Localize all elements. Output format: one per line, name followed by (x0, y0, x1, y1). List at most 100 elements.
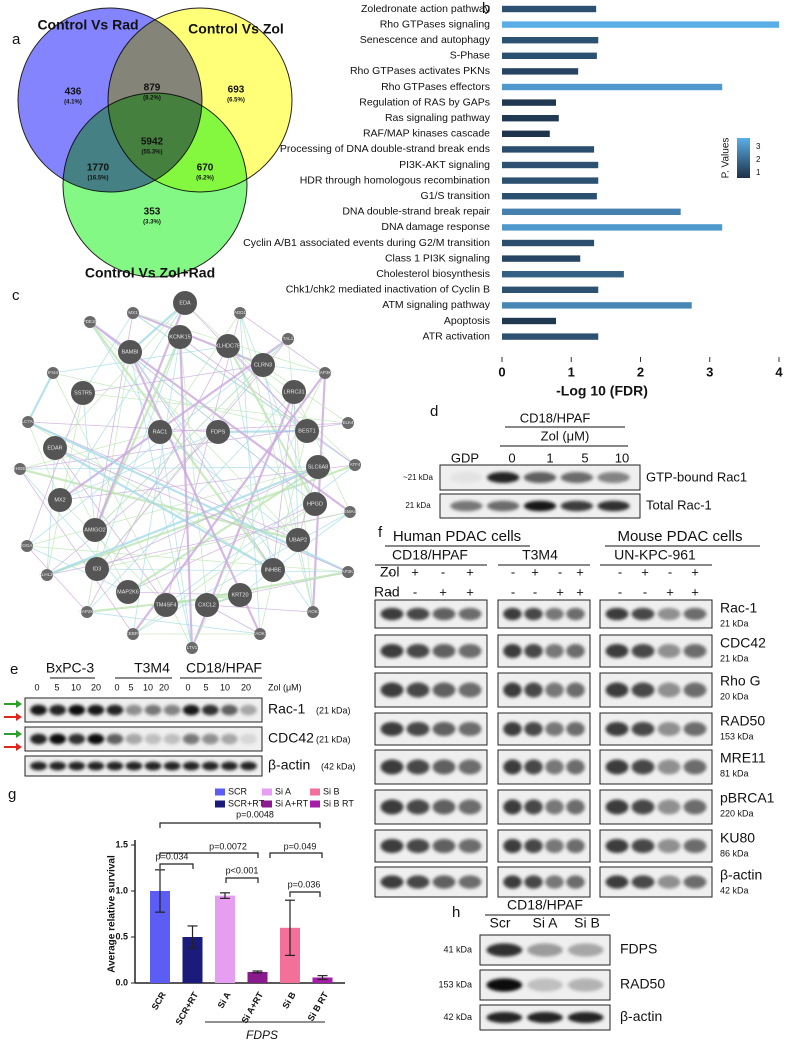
legend-swatch (215, 788, 225, 796)
network-node (195, 593, 219, 617)
pathway-label: Ras signaling pathway (385, 112, 491, 124)
cell-line: BxPC-3 (46, 660, 94, 676)
pathway-label: RAF/MAP kinases cascade (363, 128, 490, 140)
blot-band (240, 704, 257, 716)
blot-band (201, 733, 219, 745)
network-edge (178, 336, 194, 649)
blot-band (566, 643, 585, 659)
condition-sign: + (576, 584, 584, 599)
size-label: (21 kDa) (316, 734, 351, 744)
network-node-label: TM4SF4 (155, 602, 176, 608)
network-edges (19, 302, 356, 649)
network-edge (19, 467, 299, 542)
condition-sign: + (466, 564, 474, 579)
size-label: 42 kDa (443, 1012, 472, 1022)
blot-band (524, 759, 543, 775)
colorbar-title: P. Values (721, 138, 732, 179)
network-node (342, 566, 354, 578)
blot-band (657, 799, 681, 815)
blot-band (163, 733, 181, 745)
network-node-label: RAC1 (153, 429, 168, 435)
blot-band (566, 759, 585, 775)
network-node-label: MX2 (54, 497, 65, 503)
blot-band (380, 799, 404, 815)
lane-label: Si A (533, 915, 559, 931)
condition-sign: - (413, 584, 417, 599)
condition-sign: + (641, 564, 649, 579)
error-bar (317, 975, 328, 980)
blot-band (503, 799, 522, 815)
network-edge (96, 511, 351, 570)
network-edge (46, 447, 56, 576)
legend-swatch (310, 800, 320, 808)
blot-band (144, 704, 162, 716)
pathway-label: Senescence and autophagy (360, 34, 491, 46)
bar (502, 83, 723, 91)
pathway-label: Apoptosis (444, 315, 490, 327)
network-edge (54, 447, 274, 571)
network-node (84, 316, 96, 328)
network-node-label: PDE1B (83, 319, 98, 324)
treatment: Zol (μM) (541, 428, 590, 443)
blot-band (524, 838, 543, 854)
x-tick-label: 1 (568, 364, 575, 379)
blot-band (605, 643, 629, 659)
size-label: 86 kDa (720, 848, 749, 858)
blot-band (503, 721, 522, 737)
x-tick-label: 3 (706, 364, 713, 379)
significance-bracket (289, 891, 321, 897)
network-edge (259, 430, 308, 635)
bar (502, 239, 595, 247)
blot-band (406, 682, 430, 698)
significance-bracket (159, 863, 194, 869)
network-node (116, 580, 140, 604)
network-edge (82, 392, 96, 531)
protein-label: Rac-1 (268, 701, 306, 717)
p-value: p=0.049 (284, 841, 317, 851)
network-edge (19, 468, 129, 593)
condition-sign: + (556, 584, 564, 599)
venn-count: 670 (197, 163, 214, 174)
x-axis-title: -Log 10 (FDR) (556, 383, 648, 399)
network-node (251, 353, 275, 377)
venn-percent: (6.5%) (227, 98, 245, 104)
blot-band (458, 875, 482, 889)
lane-label: Scr (490, 915, 511, 931)
blot-band (683, 838, 707, 854)
lane-label: 0 (508, 450, 515, 465)
blot-band (182, 733, 200, 745)
network-node-label: INHBE (265, 567, 282, 573)
blot-band (523, 500, 557, 512)
condition-sign: + (439, 584, 447, 599)
network-node (127, 628, 139, 640)
network-node (282, 380, 306, 404)
network-node-label: ID3 (93, 566, 102, 572)
network-node-label: ADD1 (234, 310, 247, 315)
blot-band (523, 472, 557, 483)
blot-band (87, 704, 105, 716)
blot-band (406, 759, 430, 775)
y-tick-label: 1.0 (115, 885, 128, 895)
blot-band (125, 761, 143, 771)
x-tick-label: SCR (150, 990, 168, 1012)
network-edge (239, 511, 351, 596)
network-node (216, 334, 240, 358)
panel-label: a (12, 31, 21, 48)
cell-line: CD18/HPAF (520, 410, 591, 425)
blot-band (527, 943, 563, 957)
blot-band (566, 799, 585, 815)
blot-band (545, 838, 564, 854)
network-edge (96, 336, 181, 570)
venn-set-label: Control Vs Zol (188, 21, 284, 37)
blot-band (605, 682, 629, 698)
condition-sign: + (411, 564, 419, 579)
network-edge (206, 604, 314, 613)
blot-band (605, 721, 629, 737)
blot-band (657, 838, 681, 854)
blot-band (380, 682, 404, 698)
blot-band (683, 682, 707, 698)
condition-sign: - (388, 564, 392, 579)
blot-band (458, 721, 482, 737)
group-label: Mouse PDAC cells (617, 528, 742, 545)
blot-band (87, 761, 105, 771)
